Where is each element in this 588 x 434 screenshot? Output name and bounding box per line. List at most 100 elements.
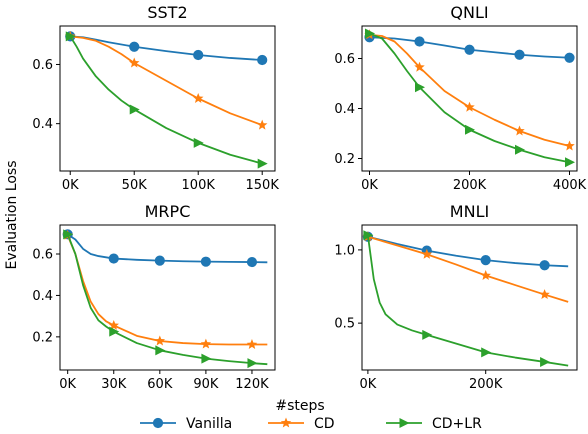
- data-point: [193, 49, 204, 61]
- data-point: [480, 255, 491, 266]
- series-line: [66, 235, 268, 346]
- data-point: [154, 255, 165, 266]
- data-point: [63, 229, 74, 240]
- subplot-title: QNLI: [450, 3, 488, 22]
- x-tick-label: 200K: [453, 178, 487, 193]
- data-point: [539, 260, 550, 271]
- series-line: [366, 235, 569, 367]
- x-tick-label: 150K: [246, 178, 280, 193]
- data-point: [422, 329, 433, 340]
- x-tick-label: 60K: [147, 377, 173, 392]
- y-tick-label: 0.6: [32, 248, 53, 263]
- data-point: [414, 61, 425, 72]
- y-tick-label: 1.0: [334, 243, 355, 258]
- subplot-mnli: MNLI 0K 200K 0.5 1.0: [334, 202, 578, 392]
- y-tick-label: 0.2: [334, 152, 355, 167]
- subplot-qnli: QNLI 0K 200K 400K 0.2 0.4 0.6: [334, 3, 586, 193]
- x-tick-label: 0K: [359, 377, 376, 392]
- x-tick-label: 200K: [469, 377, 503, 392]
- series-cd: [66, 235, 268, 346]
- subplot-title: SST2: [147, 3, 187, 22]
- data-point: [193, 137, 204, 148]
- x-tick-label: 0K: [59, 377, 76, 392]
- data-point: [246, 256, 258, 268]
- series-cd: [70, 35, 263, 126]
- y-tick-label: 0.2: [32, 330, 53, 345]
- data-point: [129, 57, 140, 68]
- data-point: [256, 119, 268, 130]
- series-line: [70, 35, 263, 61]
- data-point: [464, 101, 475, 112]
- y-tick-label: 0.5: [334, 317, 355, 332]
- series-cd: [369, 33, 570, 147]
- x-tick-label: 120K: [235, 377, 269, 392]
- x-axis-label: #steps: [275, 398, 324, 414]
- legend-label: CD+LR: [432, 416, 482, 432]
- data-point: [108, 253, 119, 264]
- y-tick-label: 0.6: [334, 52, 355, 67]
- x-tick-label: 30K: [101, 377, 127, 392]
- series-line: [367, 235, 569, 303]
- x-tick-label: 50K: [122, 178, 148, 193]
- data-point: [155, 345, 166, 356]
- series-line: [66, 233, 268, 366]
- data-point: [480, 270, 491, 280]
- legend-marker: [399, 418, 410, 428]
- data-point: [200, 338, 212, 349]
- legend-label: Vanilla: [186, 416, 232, 432]
- y-tick-label: 0.4: [32, 117, 53, 132]
- series-vanilla: [70, 35, 263, 61]
- data-point: [564, 140, 575, 151]
- y-tick-label: 0.4: [32, 289, 53, 304]
- data-point: [564, 52, 575, 63]
- data-point: [109, 326, 120, 337]
- data-point: [515, 144, 525, 155]
- data-point: [540, 356, 551, 367]
- x-tick-label: 90K: [193, 377, 219, 392]
- data-point: [514, 49, 525, 60]
- x-tick-label: 0K: [361, 178, 378, 193]
- series-vanilla: [67, 233, 268, 264]
- plot-frame: [59, 25, 276, 172]
- data-point: [201, 353, 212, 364]
- plot-frame: [59, 224, 276, 371]
- legend-marker: [152, 417, 164, 429]
- series-cd-lr: [69, 35, 263, 165]
- data-point: [246, 339, 258, 349]
- legend: Vanilla CD CD+LR: [140, 416, 482, 432]
- y-tick-label: 0.4: [334, 102, 355, 117]
- data-point: [514, 125, 525, 136]
- data-point: [154, 335, 166, 346]
- legend-item-cd-lr: CD+LR: [386, 416, 482, 432]
- data-point: [465, 124, 475, 135]
- series-line: [67, 233, 268, 264]
- plot-frame: [361, 224, 578, 371]
- data-point: [363, 230, 374, 241]
- legend-marker: [280, 417, 292, 428]
- series-cd-lr: [66, 233, 268, 366]
- data-point: [108, 319, 119, 330]
- subplot-sst2: SST2 0K 50K 100K 150K 0.4 0.6: [32, 3, 279, 193]
- series-cd-lr: [369, 32, 570, 164]
- legend-item-cd: CD: [268, 416, 335, 432]
- subplot-title: MNLI: [450, 202, 489, 221]
- data-point: [129, 104, 140, 115]
- data-point: [414, 36, 425, 47]
- data-point: [481, 347, 492, 358]
- data-point: [247, 358, 258, 369]
- data-point: [129, 41, 140, 52]
- data-point: [365, 28, 375, 39]
- series-cd-lr: [366, 235, 569, 367]
- data-point: [257, 158, 268, 169]
- x-tick-label: 100K: [182, 178, 216, 193]
- subplot-title: MRPC: [145, 202, 191, 221]
- panels: SST2 0K 50K 100K 150K 0.4 0.6 QNLI 0K 200K 400K 0.2…: [32, 3, 586, 392]
- legend-item-vanilla: Vanilla: [140, 416, 232, 432]
- y-axis-label: Evaluation Loss: [4, 160, 20, 269]
- data-point: [421, 248, 433, 259]
- series-line: [69, 35, 263, 165]
- x-tick-label: 0K: [62, 178, 79, 193]
- series-line: [367, 235, 569, 268]
- data-point: [565, 157, 575, 168]
